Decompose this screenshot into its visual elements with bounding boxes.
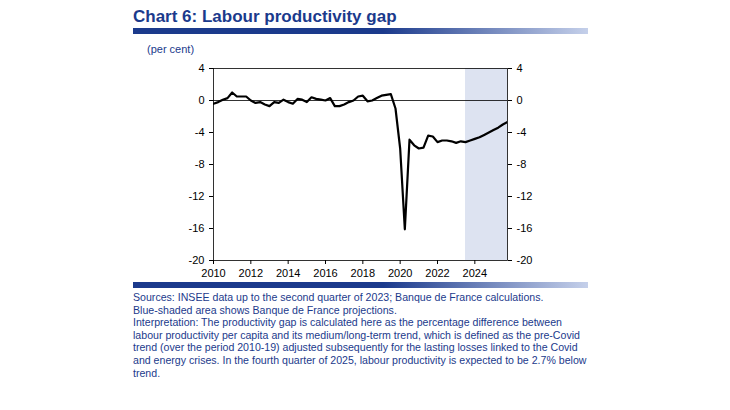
svg-text:2022: 2022 — [425, 267, 449, 279]
svg-text:-4: -4 — [195, 126, 205, 138]
svg-text:2020: 2020 — [388, 267, 412, 279]
svg-text:-8: -8 — [517, 158, 527, 170]
svg-text:-16: -16 — [189, 222, 205, 234]
html-text:Chart 6: Labour productivity g: Chart 6: Labour productivity gap — [133, 7, 397, 26]
svg-text:2014: 2014 — [276, 267, 300, 279]
svg-text:0: 0 — [517, 94, 523, 106]
svg-text:-4: -4 — [517, 126, 527, 138]
svg-text:2016: 2016 — [313, 267, 337, 279]
svg-text:2010: 2010 — [201, 267, 225, 279]
html-text:Blue-shaded area shows Banque: Blue-shaded area shows Banque de France … — [133, 303, 397, 316]
svg-text:0: 0 — [198, 94, 204, 106]
svg-text:2018: 2018 — [351, 267, 375, 279]
svg-text:-12: -12 — [189, 190, 205, 202]
html-text:Sources: INSEE data up to the: Sources: INSEE data up to the second qua… — [133, 291, 544, 303]
svg-text:-8: -8 — [195, 158, 205, 170]
svg-text:4: 4 — [517, 62, 523, 74]
svg-text:-12: -12 — [517, 190, 533, 202]
svg-text:4: 4 — [198, 62, 204, 74]
html-text:(per cent): (per cent) — [147, 43, 195, 55]
svg-text:-20: -20 — [189, 254, 205, 266]
svg-text:2024: 2024 — [463, 267, 487, 279]
html-text:Interpretation: The productivi: Interpretation: The productivity gap is … — [133, 316, 587, 379]
svg-text:2012: 2012 — [239, 267, 263, 279]
svg-text:-16: -16 — [517, 222, 533, 234]
svg-text:-20: -20 — [517, 254, 533, 266]
